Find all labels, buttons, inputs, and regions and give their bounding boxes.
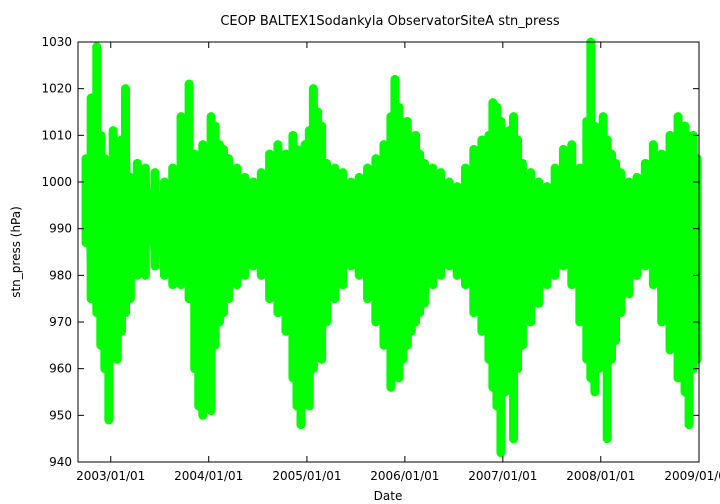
y-axis-label: stn_press (hPa): [9, 206, 23, 298]
y-tick-label: 950: [49, 408, 72, 422]
x-tick-label: 2009/01/01: [664, 469, 720, 483]
data-points: [81, 37, 702, 458]
y-tick-label: 1000: [41, 175, 72, 189]
y-tick-label: 1010: [41, 128, 72, 142]
y-tick-label: 980: [49, 268, 72, 282]
chart-title: CEOP BALTEX1Sodankyla ObservatorSiteA st…: [220, 14, 560, 29]
y-tick-label: 940: [49, 455, 72, 469]
x-tick-label: 2003/01/01: [76, 469, 145, 483]
x-tick-label: 2008/01/01: [566, 469, 635, 483]
y-axis: 940 950 960 970 980 990 1000 1010 1020 1030: [41, 35, 699, 469]
x-tick-label: 2005/01/01: [272, 469, 341, 483]
x-axis-label: Date: [374, 489, 403, 503]
x-tick-label: 2007/01/01: [468, 469, 537, 483]
x-axis: 2003/01/01 2004/01/01 2005/01/01 2006/01/01…: [76, 42, 720, 483]
y-tick-label: 960: [49, 362, 72, 376]
x-tick-label: 2006/01/01: [370, 469, 439, 483]
plot-frame: [77, 41, 700, 463]
y-tick-label: 1020: [41, 82, 72, 96]
y-tick-label: 1030: [41, 35, 72, 49]
y-tick-label: 970: [49, 315, 72, 329]
y-tick-label: 990: [49, 222, 72, 236]
x-tick-label: 2004/01/01: [174, 469, 243, 483]
